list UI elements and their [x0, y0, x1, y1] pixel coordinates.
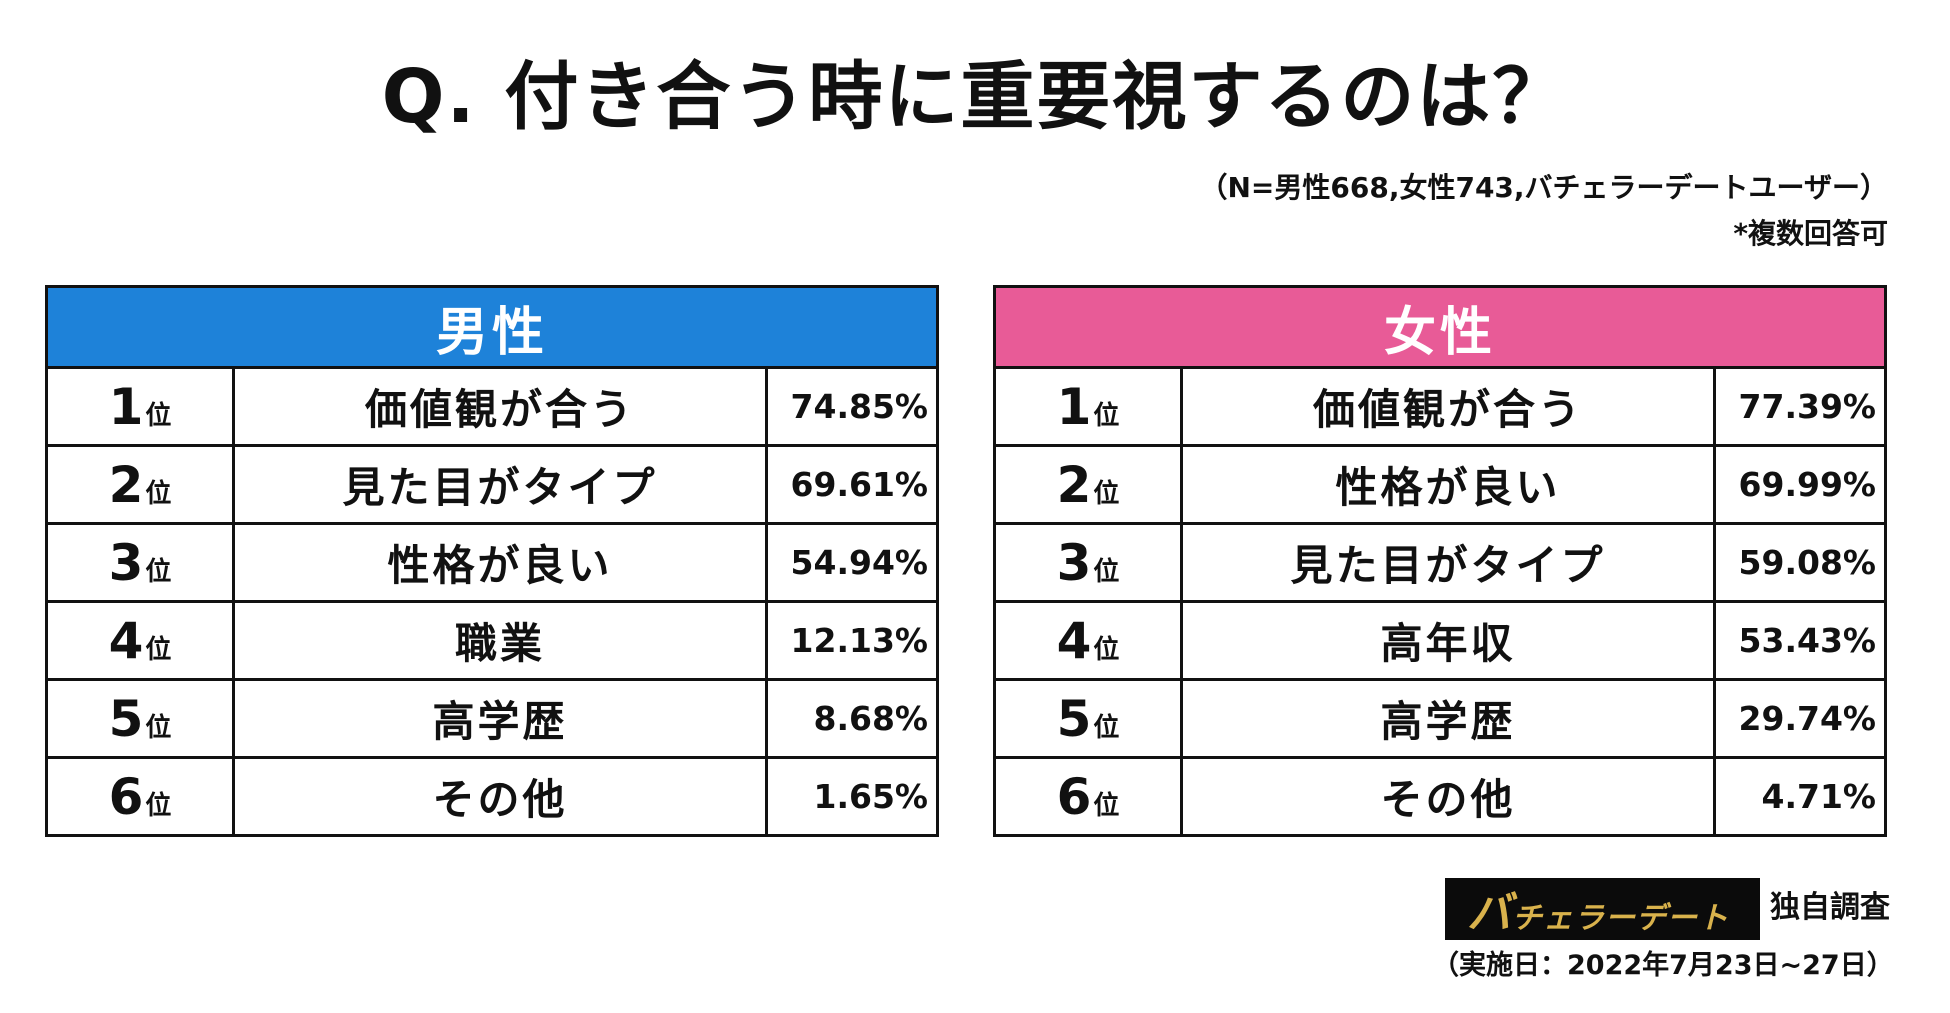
percentage-value: 1.65% [765, 756, 939, 837]
rank-number: 5 [108, 689, 144, 748]
percentage-value: 8.68% [765, 678, 939, 759]
rank-cell: 3位 [45, 522, 235, 603]
bachelor-date-logo: バチェラーデート [1445, 878, 1760, 940]
rank-suffix: 位 [1093, 634, 1120, 665]
chart-title: Q. 付き合う時に重要視するのは？ [381, 54, 1569, 140]
ranking-row: 4位 高年収 53.43% [993, 600, 1887, 681]
ranking-row: 3位 性格が良い 54.94% [45, 522, 939, 603]
rank-cell: 6位 [45, 756, 235, 837]
rank-cell: 3位 [993, 522, 1183, 603]
rank-cell: 6位 [993, 756, 1183, 837]
multiple-answer-note: *複数回答可 [1733, 217, 1888, 250]
item-label: 性格が良い [232, 522, 768, 603]
percentage-value: 54.94% [765, 522, 939, 603]
ranking-row: 2位 性格が良い 69.99% [993, 444, 1887, 525]
percentage-value: 74.85% [765, 366, 939, 447]
item-label: 価値観が合う [1180, 366, 1716, 447]
percentage-value: 29.74% [1713, 678, 1887, 759]
ranking-row: 1位 価値観が合う 74.85% [45, 366, 939, 447]
rank-number: 1 [1056, 377, 1092, 436]
logo-text-large: バ [1467, 888, 1512, 939]
rank-cell: 5位 [993, 678, 1183, 759]
item-label: 高学歴 [1180, 678, 1716, 759]
percentage-value: 69.99% [1713, 444, 1887, 525]
rank-number: 4 [1056, 611, 1092, 670]
rank-cell: 4位 [45, 600, 235, 681]
rank-number: 2 [1056, 455, 1092, 514]
percentage-value: 69.61% [765, 444, 939, 525]
ranking-row: 3位 見た目がタイプ 59.08% [993, 522, 1887, 603]
rank-suffix: 位 [145, 790, 172, 821]
item-label: その他 [1180, 756, 1716, 837]
item-label: 価値観が合う [232, 366, 768, 447]
rank-number: 2 [108, 455, 144, 514]
rank-number: 6 [1056, 767, 1092, 826]
rank-suffix: 位 [1093, 712, 1120, 743]
male-ranking-table: 男性 1位 価値観が合う 74.85% 2位 見た目がタイプ 69.61% 3位 性格が良い 5… [45, 285, 939, 837]
rank-cell: 4位 [993, 600, 1183, 681]
ranking-row: 2位 見た目がタイプ 69.61% [45, 444, 939, 525]
rank-number: 5 [1056, 689, 1092, 748]
survey-dates: （実施日：2022年7月23日~27日） [1432, 950, 1894, 981]
percentage-value: 4.71% [1713, 756, 1887, 837]
ranking-row: 5位 高学歴 29.74% [993, 678, 1887, 759]
rank-suffix: 位 [145, 400, 172, 431]
logo-text-small: チェラーデート [1512, 901, 1729, 936]
percentage-value: 12.13% [765, 600, 939, 681]
percentage-value: 59.08% [1713, 522, 1887, 603]
rank-number: 3 [1056, 533, 1092, 592]
rank-suffix: 位 [145, 634, 172, 665]
item-label: 性格が良い [1180, 444, 1716, 525]
rank-suffix: 位 [1093, 790, 1120, 821]
ranking-row: 5位 高学歴 8.68% [45, 678, 939, 759]
rank-suffix: 位 [1093, 478, 1120, 509]
female-ranking-table: 女性 1位 価値観が合う 77.39% 2位 性格が良い 69.99% 3位 見た目がタイプ 5… [993, 285, 1887, 837]
rank-suffix: 位 [1093, 556, 1120, 587]
item-label: 高年収 [1180, 600, 1716, 681]
percentage-value: 77.39% [1713, 366, 1887, 447]
rank-suffix: 位 [145, 556, 172, 587]
rank-number: 6 [108, 767, 144, 826]
ranking-row: 6位 その他 1.65% [45, 756, 939, 837]
rank-cell: 2位 [45, 444, 235, 525]
ranking-row: 4位 職業 12.13% [45, 600, 939, 681]
item-label: 高学歴 [232, 678, 768, 759]
item-label: 見た目がタイプ [1180, 522, 1716, 603]
rank-cell: 1位 [45, 366, 235, 447]
rank-number: 1 [108, 377, 144, 436]
percentage-value: 53.43% [1713, 600, 1887, 681]
item-label: 見た目がタイプ [232, 444, 768, 525]
rank-suffix: 位 [145, 712, 172, 743]
sample-size-note: （N=男性668,女性743,バチェラーデートユーザー） [1199, 171, 1888, 204]
female-table-header: 女性 [993, 285, 1887, 369]
item-label: その他 [232, 756, 768, 837]
ranking-row: 6位 その他 4.71% [993, 756, 1887, 837]
rank-number: 3 [108, 533, 144, 592]
rank-suffix: 位 [145, 478, 172, 509]
survey-label: 独自調査 [1770, 890, 1890, 925]
rank-cell: 2位 [993, 444, 1183, 525]
ranking-row: 1位 価値観が合う 77.39% [993, 366, 1887, 447]
rank-cell: 1位 [993, 366, 1183, 447]
rank-cell: 5位 [45, 678, 235, 759]
male-table-header: 男性 [45, 285, 939, 369]
rank-suffix: 位 [1093, 400, 1120, 431]
item-label: 職業 [232, 600, 768, 681]
rank-number: 4 [108, 611, 144, 670]
